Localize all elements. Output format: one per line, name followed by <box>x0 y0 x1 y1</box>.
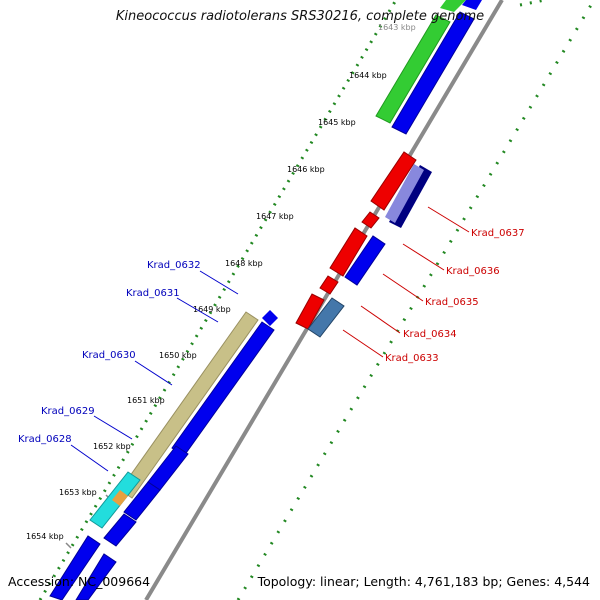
gene-label-krad-0636[interactable]: Krad_0636 <box>446 266 500 277</box>
gene-olive-low <box>112 490 128 506</box>
map-title: Kineococcus radiotolerans SRS30216, comp… <box>115 9 485 24</box>
far-dotted-guide <box>519 0 546 7</box>
gene-krad-0633 <box>307 297 345 338</box>
gene-krad-0637 <box>370 151 417 211</box>
gene-blue-top <box>462 0 482 10</box>
tick-1654 <box>65 542 72 549</box>
gene-krad-0634 <box>295 293 325 330</box>
gene-blue-low-1 <box>49 535 101 600</box>
gene-label-krad-0630[interactable]: Krad_0630 <box>82 350 136 361</box>
gene-krad-0632-olive <box>119 311 259 499</box>
gene-label-krad-0635[interactable]: Krad_0635 <box>425 297 479 308</box>
leader-krad-0637 <box>427 206 470 233</box>
gene-label-krad-0633[interactable]: Krad_0633 <box>385 353 439 364</box>
accession-label: Accession: NC_009664 <box>8 574 151 589</box>
gene-label-krad-0632[interactable]: Krad_0632 <box>147 260 201 271</box>
leader-krad-0630 <box>134 360 173 386</box>
tick-label: 1645 kbp <box>318 118 356 127</box>
gene-label-krad-0637[interactable]: Krad_0637 <box>471 228 525 239</box>
gene-krad-0637-strand2-lav <box>385 164 424 223</box>
gene-blue-upper <box>391 11 475 135</box>
gene-krad-0628 <box>103 513 137 547</box>
leader-krad-0636 <box>402 243 445 271</box>
tick-label: 1643 kbp <box>378 23 416 32</box>
tick-label: 1649 kbp <box>193 305 231 314</box>
gene-label-krad-0634[interactable]: Krad_0634 <box>403 329 457 340</box>
leader-krad-0629 <box>93 415 133 440</box>
gene-krad-0629 <box>123 481 161 521</box>
leader-krad-0633 <box>342 329 384 358</box>
gene-green-upper <box>375 14 451 124</box>
gene-label-krad-0631[interactable]: Krad_0631 <box>126 288 180 299</box>
gene-blue-low-2 <box>75 553 117 600</box>
leader-krad-0628 <box>70 444 109 472</box>
tick-label: 1654 kbp <box>26 532 64 541</box>
leader-krad-0631 <box>176 297 219 323</box>
gene-krad-0632-blue <box>262 310 278 326</box>
gene-label-krad-0629[interactable]: Krad_0629 <box>41 406 95 417</box>
outer-dotted-guide <box>38 0 398 600</box>
tick-label: 1652 kbp <box>93 442 131 451</box>
tick-label: 1646 kbp <box>287 165 325 174</box>
gene-krad-0631 <box>171 321 275 457</box>
tick-label: 1647 kbp <box>256 212 294 221</box>
gene-green-top <box>440 0 466 12</box>
genome-summary: Topology: linear; Length: 4,761,183 bp; … <box>257 574 590 589</box>
gene-red-small-2 <box>319 275 339 295</box>
leader-krad-0635 <box>382 273 424 302</box>
tick-label: 1650 kbp <box>159 351 197 360</box>
gene-red-small-1 <box>361 211 380 229</box>
tick-label: 1651 kbp <box>127 396 165 405</box>
gene-krad-0636 <box>329 227 368 277</box>
gene-label-krad-0628[interactable]: Krad_0628 <box>18 434 72 445</box>
tick-label: 1644 kbp <box>349 71 387 80</box>
gene-krad-0635 <box>344 235 386 286</box>
leader-krad-0632 <box>199 270 239 295</box>
leader-krad-0634 <box>360 305 401 334</box>
tick-label: 1653 kbp <box>59 488 97 497</box>
tick-label: 1648 kbp <box>225 259 263 268</box>
